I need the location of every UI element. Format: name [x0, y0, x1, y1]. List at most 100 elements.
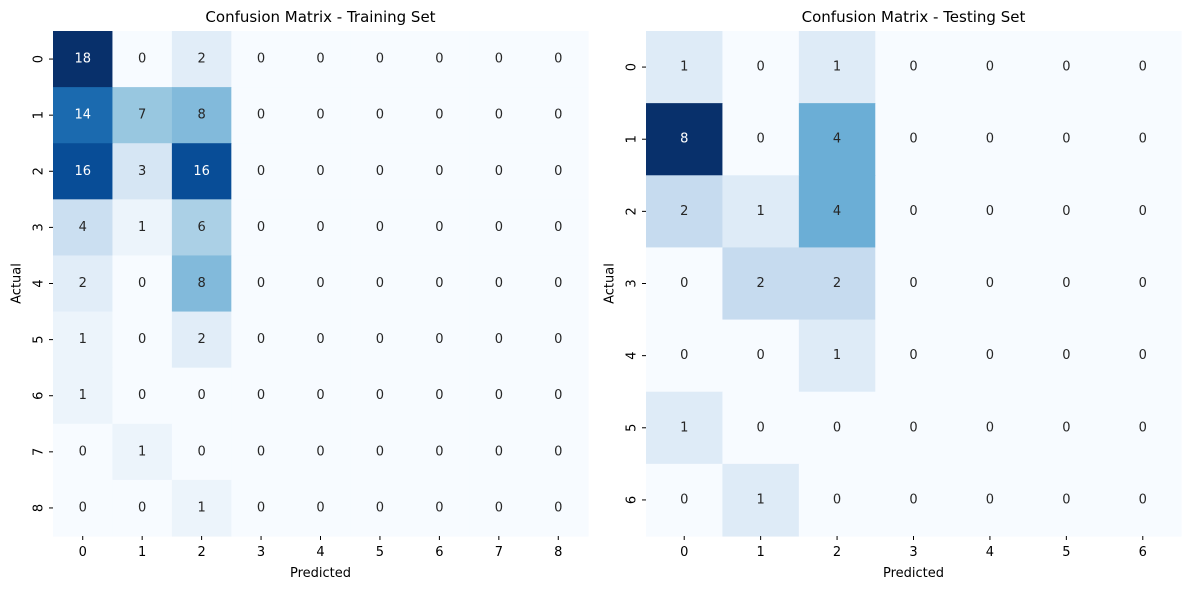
- training-cell: [112, 199, 173, 257]
- testing-cell: [875, 463, 953, 537]
- training-cell-value: 14: [74, 108, 91, 123]
- training-cell: [171, 367, 232, 425]
- testing-y-tick-label: 6: [625, 496, 640, 504]
- training-cell-value: 0: [435, 276, 443, 291]
- training-cell-value: 0: [554, 444, 562, 459]
- testing-y-tick-label: 3: [625, 279, 640, 287]
- training-cell: [528, 423, 589, 481]
- testing-cell-value: 0: [757, 60, 765, 75]
- testing-cell: [646, 319, 724, 393]
- training-cell: [171, 199, 232, 257]
- testing-cell-value: 0: [1139, 60, 1147, 75]
- training-cell-value: 6: [197, 220, 205, 235]
- training-cell-value: 1: [79, 332, 87, 347]
- testing-cell: [798, 31, 876, 104]
- testing-cell: [1104, 319, 1182, 393]
- testing-cell-value: 0: [986, 348, 994, 363]
- training-y-tick-label: 3: [32, 223, 47, 231]
- training-cell: [469, 87, 530, 144]
- testing-cell-value: 4: [833, 132, 841, 147]
- testing-cell: [1028, 31, 1106, 104]
- testing-cell: [722, 103, 800, 176]
- training-cell: [53, 143, 114, 200]
- training-cell: [350, 199, 411, 257]
- training-cell-value: 2: [197, 332, 205, 347]
- testing-cell-value: 1: [833, 348, 841, 363]
- training-cell-value: 0: [495, 220, 503, 235]
- testing-cell: [798, 319, 876, 393]
- training-cell: [350, 423, 411, 481]
- training-cell-value: 0: [435, 220, 443, 235]
- training-cell: [171, 87, 232, 144]
- training-cell-value: 0: [435, 52, 443, 67]
- training-cell-value: 0: [138, 500, 146, 515]
- testing-cell-value: 0: [1139, 348, 1147, 363]
- testing-cell: [951, 319, 1029, 393]
- training-cell: [112, 87, 173, 144]
- training-x-tick-label: 3: [257, 545, 265, 560]
- testing-x-tick-label: 3: [909, 545, 917, 560]
- testing-y-tick-label: 5: [625, 424, 640, 432]
- training-cell: [409, 255, 470, 313]
- testing-cell: [1104, 103, 1182, 176]
- training-cell-value: 0: [495, 164, 503, 179]
- training-cell: [290, 87, 351, 144]
- training-cell: [528, 87, 589, 144]
- training-cell: [231, 311, 292, 369]
- training-cell-value: 8: [197, 108, 205, 123]
- training-chart-title: Confusion Matrix - Training Set: [205, 8, 435, 26]
- training-cell-value: 8: [197, 276, 205, 291]
- testing-cell-value: 0: [909, 132, 917, 147]
- testing-cell: [1104, 247, 1182, 321]
- training-cell-value: 0: [316, 164, 324, 179]
- testing-cell-value: 1: [833, 60, 841, 75]
- training-cell-value: 0: [554, 52, 562, 67]
- training-cell: [528, 143, 589, 200]
- training-cell: [528, 199, 589, 257]
- training-y-tick-label: 5: [32, 335, 47, 343]
- testing-cell-value: 0: [986, 420, 994, 435]
- testing-cell-value: 0: [1139, 492, 1147, 507]
- training-cell: [231, 367, 292, 425]
- training-cell-value: 1: [79, 388, 87, 403]
- training-cell-value: 0: [554, 108, 562, 123]
- training-cell: [53, 423, 114, 481]
- training-confusion-matrix: 18 0 2 0 0 0 0 0 014 7 8 0 0 0 0 0 016 3 16 0 0 0 0 0 04 1 6 0 0 0 0 0 0…: [10, 8, 589, 581]
- testing-cell-value: 0: [1062, 204, 1070, 219]
- training-cell-value: 0: [376, 276, 384, 291]
- training-cell: [528, 31, 589, 88]
- testing-cell-value: 0: [1139, 204, 1147, 219]
- testing-cell: [1028, 175, 1106, 249]
- training-cell-value: 2: [79, 276, 87, 291]
- training-cell-value: 16: [74, 164, 91, 179]
- training-y-tick-label: 2: [32, 167, 47, 175]
- testing-cell: [1104, 175, 1182, 249]
- testing-cell-value: 1: [757, 492, 765, 507]
- training-cell-value: 1: [197, 500, 205, 515]
- testing-cell-value: 1: [680, 420, 688, 435]
- training-cell: [290, 423, 351, 481]
- testing-cell: [722, 31, 800, 104]
- testing-cell-value: 0: [680, 276, 688, 291]
- training-cell-value: 0: [435, 388, 443, 403]
- testing-y-tick-label: 4: [625, 352, 640, 360]
- training-cell: [350, 31, 411, 88]
- training-cell: [231, 479, 292, 537]
- testing-cell: [646, 31, 724, 104]
- training-x-tick-label: 2: [197, 545, 205, 560]
- testing-cell: [875, 31, 953, 104]
- training-cell-value: 0: [257, 444, 265, 459]
- training-cell: [350, 143, 411, 200]
- testing-cell: [646, 463, 724, 537]
- testing-cell-value: 2: [757, 276, 765, 291]
- training-x-tick-label: 1: [138, 545, 146, 560]
- training-cell-value: 0: [495, 444, 503, 459]
- training-cell-value: 0: [79, 444, 87, 459]
- testing-cell-value: 0: [986, 276, 994, 291]
- testing-cell-value: 1: [757, 204, 765, 219]
- testing-cell: [1028, 391, 1106, 465]
- training-cell-value: 0: [435, 332, 443, 347]
- training-y-tick-label: 6: [32, 392, 47, 400]
- training-cell: [469, 143, 530, 200]
